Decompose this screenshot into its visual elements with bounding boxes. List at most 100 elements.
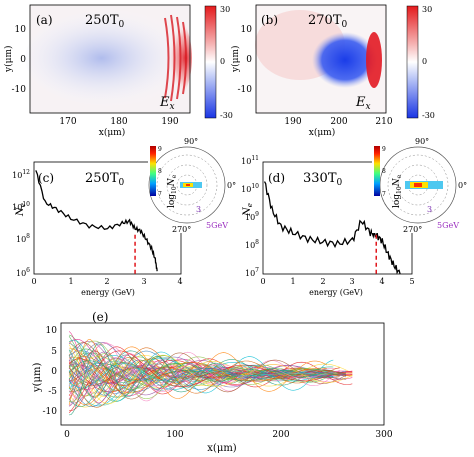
polar-d-cb-tick-7: 7 <box>382 191 386 198</box>
electron-trajectory <box>68 341 340 407</box>
panel-e-xlabel: x(μm) <box>207 443 237 454</box>
panel-e-ytick-minus5: -5 <box>48 387 57 397</box>
electron-trajectory <box>68 352 340 391</box>
panel-b-ytick-top: 10 <box>241 25 253 35</box>
polar-c-energy-label: 5GeV <box>206 221 228 230</box>
panel-e-frame <box>60 322 385 426</box>
panel-e-ytick-minus10: -10 <box>43 407 58 417</box>
polar-d-cb-tick-8: 8 <box>382 168 386 175</box>
panel-b-ytick-bottom: -10 <box>238 85 253 95</box>
electron-trajectory <box>68 356 347 394</box>
panel-b-time: 270T0 <box>308 13 347 30</box>
panel-b-frame <box>255 4 387 114</box>
panel-a-cb-top: 30 <box>220 5 230 14</box>
electron-trajectory <box>68 360 327 393</box>
panel-b-bubble <box>312 32 378 88</box>
panel-a: (a) 250T0 Ex y(μm) 10 0 -10 170 180 190 … <box>3 4 233 138</box>
panel-c-xtick-0: 0 <box>31 277 36 286</box>
panel-c: (c) 250T0 Ne 1012 1010 108 106 0 1 2 3 4… <box>12 161 183 297</box>
panel-a-ylabel: y(μm) <box>3 46 14 74</box>
panel-d-spectrum-line <box>263 181 401 275</box>
panel-c-spectrum-line <box>35 170 158 272</box>
polar-d-ring-2 <box>387 154 449 216</box>
polar-d-spot <box>405 181 443 189</box>
electron-trajectory <box>68 347 340 408</box>
panel-a-cb-bottom: -30 <box>220 111 233 120</box>
polar-inset-d: 90° 0° 270° 3 5GeV 9 8 7 log10Ne <box>372 137 472 234</box>
panel-d: (d) 330T0 Ne 1011 1010 109 108 107 0 1 2… <box>241 155 414 297</box>
polar-d-label-right: 0° <box>458 181 467 190</box>
polar-d-energy-label: 5GeV <box>437 221 459 230</box>
polar-c-ring-3 <box>166 164 208 206</box>
panel-c-ytick-1: 1012 <box>12 169 30 180</box>
panel-b-xlabel: x(μm) <box>309 127 335 138</box>
panel-e-letter: (e) <box>92 310 108 324</box>
polar-c-spot <box>180 182 202 188</box>
panel-b-ylabel: y(μm) <box>230 46 241 74</box>
panel-a-xtick-1: 170 <box>59 117 76 127</box>
polar-d-ring-label: 3 <box>427 205 432 214</box>
panel-a-frame <box>29 4 191 114</box>
electron-trajectory <box>69 347 327 394</box>
panel-c-ytick-4: 106 <box>16 267 30 278</box>
polar-c-label-top: 90° <box>184 137 198 146</box>
electron-trajectory <box>68 357 340 399</box>
panel-a-pulse-fringes <box>164 14 187 102</box>
panel-e-xtick-200: 200 <box>272 430 289 440</box>
panel-a-laser-pulse <box>148 12 192 104</box>
panel-b-xtick-1: 190 <box>284 117 301 127</box>
panel-a-xlabel: x(μm) <box>99 127 125 138</box>
electron-trajectory <box>68 367 347 386</box>
panel-a-letter: (a) <box>36 13 53 27</box>
polar-d-colorbar <box>374 146 380 196</box>
panel-c-xtick-4: 4 <box>177 277 182 286</box>
panel-b-xtick-2: 200 <box>330 117 347 127</box>
panel-b-cb-bottom: -30 <box>422 111 435 120</box>
panel-d-xtick-3: 3 <box>349 277 354 286</box>
panel-d-time: 330T0 <box>303 171 342 188</box>
panel-a-xtick-2: 180 <box>110 117 127 127</box>
panel-c-letter: (c) <box>38 171 54 185</box>
polar-c-cb-label: log10Ne <box>167 174 178 208</box>
panel-c-ylabel: Ne <box>15 203 27 217</box>
panel-a-xtick-3: 190 <box>161 117 178 127</box>
panel-a-cb-mid: 0 <box>220 57 225 66</box>
panel-e-xtick-100: 100 <box>166 430 183 440</box>
panel-e-xtick-0: 0 <box>64 430 70 440</box>
electron-trajectory <box>69 346 353 411</box>
panel-a-ytick-bottom: -10 <box>12 85 27 95</box>
polar-c-cb-tick-8: 8 <box>158 168 162 175</box>
panel-e-ylabel: y(μm) <box>32 362 43 393</box>
panel-b-letter: (b) <box>261 13 278 27</box>
panel-b-cb-mid: 0 <box>422 57 427 66</box>
polar-d-cb-label: log10Ne <box>392 174 403 208</box>
panel-c-ytick-3: 108 <box>16 233 30 244</box>
panel-d-xtick-0: 0 <box>260 277 265 286</box>
panel-e-ytick-10: 10 <box>46 326 58 336</box>
panel-c-xtick-1: 1 <box>68 277 73 286</box>
polar-c-label-right: 0° <box>227 181 236 190</box>
polar-c-cb-tick-9: 9 <box>158 146 162 153</box>
electron-trajectory <box>68 344 353 404</box>
panel-d-xtick-2: 2 <box>320 277 325 286</box>
panel-a-time: 250T0 <box>85 13 124 30</box>
polar-c-ring-outer <box>148 146 226 224</box>
polar-c-cb-tick-7: 7 <box>158 191 162 198</box>
panel-d-xtick-5: 5 <box>409 277 414 286</box>
panel-d-ytick-2: 1010 <box>241 183 259 194</box>
panel-a-colorbar <box>204 5 217 119</box>
panel-a-ytick-mid: 0 <box>20 55 26 65</box>
panel-b-field-label: Ex <box>355 95 371 112</box>
panel-a-ytick-top: 10 <box>15 25 27 35</box>
panel-e-ytick-5: 5 <box>51 347 57 357</box>
panel-e-ytick-0: 0 <box>51 367 57 377</box>
panel-c-ytick-2: 1010 <box>12 201 30 212</box>
polar-c-colorbar <box>150 146 156 196</box>
electron-trajectory <box>68 363 334 389</box>
panel-c-xtick-2: 2 <box>104 277 109 286</box>
panel-d-ytick-1: 1011 <box>241 155 259 166</box>
panel-c-time: 250T0 <box>85 171 124 188</box>
panel-b-colorbar <box>406 5 419 119</box>
polar-c-ring-2 <box>156 154 218 216</box>
